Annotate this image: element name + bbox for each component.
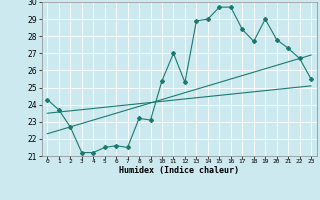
X-axis label: Humidex (Indice chaleur): Humidex (Indice chaleur)	[119, 166, 239, 175]
